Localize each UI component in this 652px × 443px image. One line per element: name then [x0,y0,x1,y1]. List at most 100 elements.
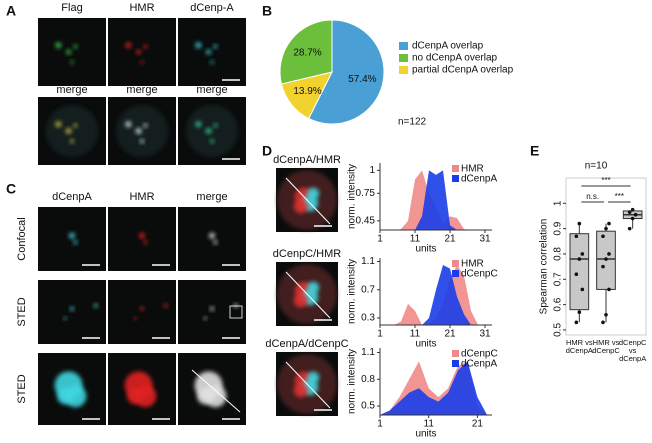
micrograph-signal [140,139,144,144]
row-label: STED [16,374,28,403]
micrograph-signal [213,240,218,245]
micrograph-signal [213,44,218,49]
x-tick-label: 11 [424,419,435,430]
area [380,361,488,415]
legend-label: dCenpC [461,349,498,360]
micrograph-signal [140,60,144,65]
micrograph [108,280,176,344]
plot-frame [565,177,647,336]
significance-label: *** [615,192,624,201]
merge-label: merge [56,84,87,96]
micrograph-signal [125,121,132,128]
y-tick-label: 0.3 [361,313,375,324]
micrograph-signal [307,187,320,200]
point [577,221,582,226]
point [601,320,605,325]
y-tick-label: 1 [553,200,564,206]
micrograph-signal [136,49,142,55]
point [604,312,608,317]
profile-line [285,361,331,409]
legend-swatch [452,260,459,267]
x-tick-label: HMR vs [566,338,593,347]
x-tick-label: vs [629,346,637,355]
y-tick-label: 1.1 [361,256,375,267]
y-tick-label: 0.5 [361,401,375,412]
x-tick-label: 21 [444,329,456,340]
micrograph-signal [210,60,214,65]
annotation: n=122 [398,117,427,128]
y-axis-label: norm. intensity [347,259,358,324]
micrograph-signal [73,240,78,245]
profile-line [285,177,331,225]
image-title: dCenpA/dCenpC [265,338,348,350]
legend-swatch [399,66,408,74]
x-axis-label: units [415,339,436,350]
legend-swatch [399,54,408,62]
profile-line [285,271,331,319]
y-tick-label: 0.7 [553,272,564,286]
micrograph-signal [163,303,168,308]
point [580,287,585,292]
micrograph-signal [307,371,320,384]
legend-swatch [452,175,459,182]
micrograph-signal [143,123,148,128]
micrograph-signal [143,44,148,49]
legend-label: HMR [461,259,484,270]
y-tick-label: 0.6 [553,297,564,311]
point [607,252,611,256]
area [380,265,485,325]
micrograph [38,207,106,271]
micrograph-signal [293,293,308,308]
column-label: HMR [129,191,154,203]
point [633,212,638,217]
micrograph-signal [195,121,202,128]
x-tick-label: HMR vs [593,338,620,347]
x-tick-label: dCenpC [619,338,647,347]
merge-label: merge [196,84,227,96]
micrograph-signal [209,232,215,239]
x-tick-label: 1 [377,419,383,430]
legend-label: no dCenpA overlap [412,53,498,64]
x-tick-label: 31 [479,234,491,245]
micrograph [108,18,176,86]
micrograph-signal [57,388,74,405]
y-tick-label: 0.8 [361,374,375,385]
x-tick-label: 21 [472,419,484,430]
micrograph-signal [46,105,98,157]
legend-label: HMR [461,164,484,175]
legend-label: dCenpC [461,269,498,280]
legend-swatch [399,42,408,50]
micrograph-signal [293,199,308,214]
micrograph-signal [66,49,72,55]
panel-letter: C [6,181,16,197]
x-tick-label: dCenpA [566,346,593,355]
y-axis-label: norm. intensity [347,349,358,414]
y-tick-label: 0.45 [356,215,376,226]
legend-swatch [452,270,459,277]
micrograph-signal [133,316,137,320]
micrograph-signal [293,383,308,398]
x-tick-label: dCenpA [619,354,646,363]
micrograph [178,18,246,86]
micrograph-signal [63,316,67,320]
y-tick-label: 0.8 [553,247,564,261]
micrograph-signal [206,49,212,55]
row-label: Confocal [16,217,28,260]
y-axis-label: norm. intensity [347,164,358,229]
micrograph-signal [139,232,145,239]
micrograph-signal [186,105,238,157]
micrograph-signal [140,306,144,311]
legend-swatch [452,360,459,367]
micrograph [178,207,246,271]
x-axis-label: units [415,429,436,440]
y-tick-label: 0.7 [361,284,375,295]
point [607,287,611,292]
micrograph-signal [213,123,218,128]
point [604,257,608,261]
x-tick-label: dCenpC [592,346,620,355]
micrograph-signal [70,306,74,311]
point [580,252,585,256]
column-label: dCenpA [52,191,92,203]
point [627,226,632,231]
